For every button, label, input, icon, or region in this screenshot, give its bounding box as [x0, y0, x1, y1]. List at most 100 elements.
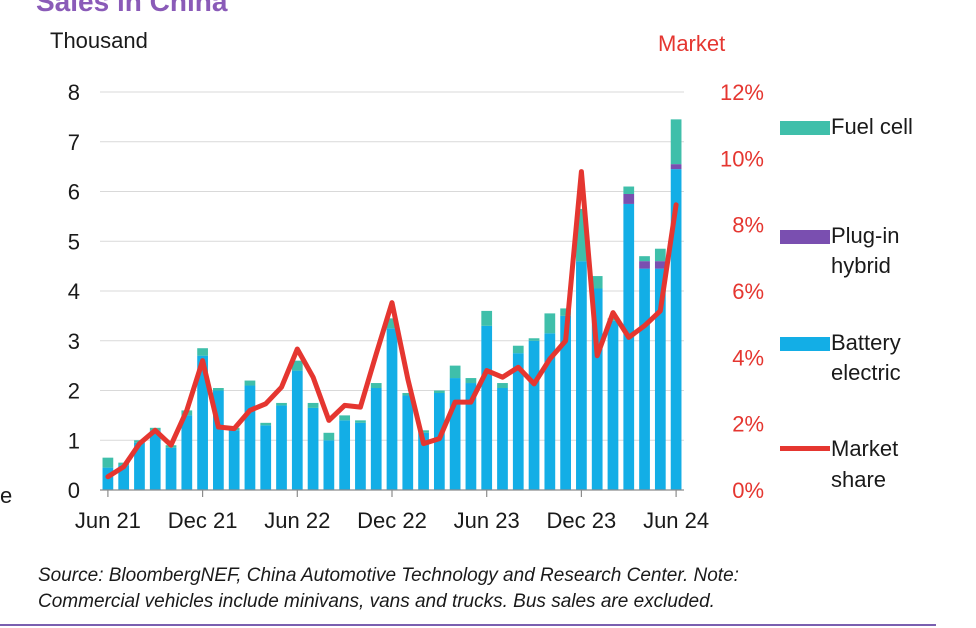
bar-fuel-cell [433, 390, 445, 393]
bar-fuel-cell [576, 208, 587, 262]
bar-fuel-cell [307, 402, 319, 408]
bottom-divider [0, 624, 936, 626]
bar-battery-electric [134, 442, 145, 490]
bar-plug-in-hybrid [670, 164, 682, 170]
bar-battery-electric [276, 405, 287, 490]
bar-battery-electric [118, 465, 130, 490]
legend-label-battery-electric-1: Battery [831, 330, 901, 355]
x-tick-label: Dec 23 [547, 508, 617, 533]
bar-battery-electric [497, 388, 508, 490]
bar-fuel-cell [623, 186, 635, 194]
bar-fuel-cell [481, 310, 493, 326]
bar-battery-electric [607, 320, 619, 490]
bar-fuel-cell [670, 119, 682, 165]
bar-battery-electric [544, 333, 556, 490]
bar-fuel-cell [386, 318, 398, 329]
y2-tick-label: 0% [732, 478, 764, 503]
x-axis: Jun 21 Dec 21 Jun 22 Dec 22 Jun 23 Dec 23 Jun … [75, 489, 709, 533]
x-tick-label: Dec 21 [168, 508, 238, 533]
bar-battery-electric [449, 378, 461, 490]
bar-battery-electric [623, 203, 635, 490]
bar-battery-electric [639, 268, 650, 490]
y-axis-right: 0% 2% 4% 6% 8% 10% 12% [720, 80, 764, 503]
bar-battery-electric [213, 390, 224, 490]
bar-battery-electric [355, 422, 366, 490]
bar-fuel-cell [528, 338, 540, 341]
x-tick-label: Jun 21 [75, 508, 141, 533]
bar-plug-in-hybrid [623, 193, 635, 204]
bar-fuel-cell [654, 248, 666, 262]
bar-battery-electric [386, 328, 398, 490]
y-tick-label: 2 [68, 379, 80, 404]
bar-battery-electric [165, 447, 177, 490]
legend-label-battery-electric-2: electric [831, 360, 901, 385]
bar-battery-electric [465, 383, 477, 490]
bar-battery-electric [260, 425, 272, 490]
bar-series [102, 119, 682, 491]
bar-fuel-cell [244, 380, 256, 386]
y2-tick-label: 6% [732, 279, 764, 304]
bar-fuel-cell [497, 383, 508, 389]
y2-tick-label: 4% [732, 345, 764, 370]
x-tick-label: Dec 22 [357, 508, 427, 533]
x-tick-label: Jun 22 [264, 508, 330, 533]
x-tick-label: Jun 23 [454, 508, 520, 533]
market-share-series [105, 169, 679, 480]
bar-battery-electric [418, 432, 429, 490]
bar-fuel-cell [213, 388, 224, 391]
y-tick-label: 3 [68, 329, 80, 354]
bar-battery-electric [591, 288, 603, 490]
source-note: Source: BloombergNEF, China Automotive T… [38, 563, 948, 615]
y-tick-label: 7 [68, 130, 80, 155]
y2-axis-unit: Market [658, 31, 725, 56]
market-share-line [105, 169, 679, 480]
x-tick-label: Jun 24 [643, 508, 709, 533]
bar-battery-electric [181, 415, 193, 490]
legend-swatch-plug-in-hybrid [780, 230, 830, 244]
bar-fuel-cell [544, 313, 556, 334]
bar-fuel-cell [512, 345, 524, 354]
legend-swatch-fuel-cell [780, 121, 830, 135]
bar-battery-electric [528, 340, 540, 490]
bar-fuel-cell [291, 360, 303, 371]
bar-fuel-cell [639, 256, 650, 262]
bar-fuel-cell [465, 378, 477, 384]
bar-battery-electric [291, 370, 303, 490]
y-axis-left: 0 1 2 3 4 5 6 7 8 [68, 80, 80, 503]
bar-battery-electric [307, 407, 319, 490]
bar-battery-electric [654, 268, 666, 490]
left-edge-text-fragment: e [0, 483, 13, 508]
y-tick-label: 8 [68, 80, 80, 105]
bar-battery-electric [197, 355, 208, 490]
legend-label-plug-in-hybrid-2: hybrid [831, 253, 891, 278]
y-tick-label: 0 [68, 478, 80, 503]
y-tick-label: 6 [68, 180, 80, 205]
bar-battery-electric [512, 353, 524, 490]
bar-fuel-cell [370, 383, 382, 389]
bar-plug-in-hybrid [654, 261, 666, 269]
legend-label-market-share-1: Market [831, 436, 899, 461]
bar-fuel-cell [418, 430, 429, 433]
bar-battery-electric [149, 430, 161, 490]
source-line-1: Source: BloombergNEF, China Automotive T… [38, 565, 739, 586]
y-tick-label: 5 [68, 229, 80, 254]
bar-battery-electric [339, 420, 351, 490]
bar-fuel-cell [197, 348, 208, 356]
bar-fuel-cell [449, 365, 461, 379]
y2-tick-label: 2% [732, 412, 764, 437]
bar-fuel-cell [591, 276, 603, 289]
y-tick-label: 1 [68, 428, 80, 453]
bar-fuel-cell [276, 402, 287, 406]
bar-battery-electric [670, 169, 682, 491]
y-axis-unit: Thousand [50, 28, 148, 53]
legend-label-fuel-cell: Fuel cell [831, 114, 913, 139]
y2-tick-label: 12% [720, 80, 764, 105]
bar-battery-electric [433, 392, 445, 490]
bar-battery-electric [228, 430, 240, 490]
bar-fuel-cell [102, 457, 114, 468]
bar-battery-electric [402, 395, 414, 490]
bar-battery-electric [244, 385, 256, 490]
bar-battery-electric [560, 315, 571, 490]
legend-label-market-share-2: share [831, 467, 887, 492]
bar-fuel-cell [355, 420, 366, 423]
